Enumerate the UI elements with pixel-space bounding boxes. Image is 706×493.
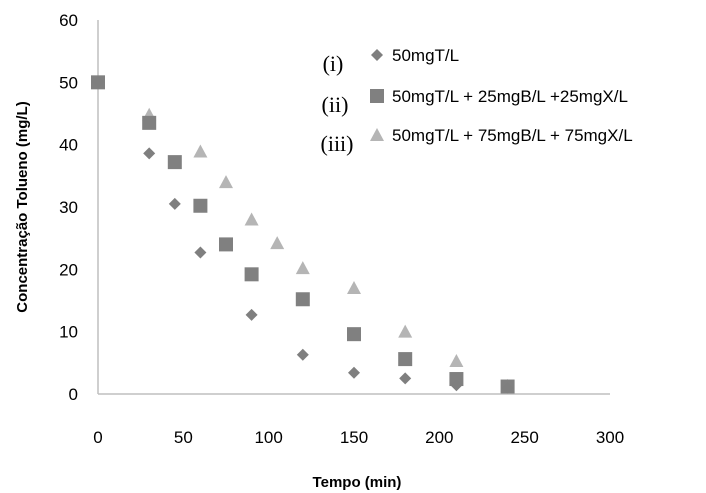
data-point-diamond — [450, 379, 463, 392]
y-tick-label: 0 — [69, 385, 78, 404]
data-point-triangle — [449, 353, 464, 367]
legend-label: 50mgT/L — [392, 46, 459, 65]
legend-label: 50mgT/L + 75mgB/L + 75mgX/L — [392, 126, 633, 145]
y-tick-label: 10 — [59, 323, 78, 342]
data-point-triangle — [244, 212, 259, 226]
data-point-square — [449, 372, 464, 387]
x-tick-label: 0 — [93, 428, 102, 447]
legend-roman-tag: (i) — [323, 51, 344, 76]
x-tick-label: 50 — [174, 428, 193, 447]
data-point-square — [244, 267, 259, 282]
y-axis-title: Concentração Tolueno (mg/L) — [14, 101, 31, 312]
y-tick-label: 30 — [59, 198, 78, 217]
y-tick-label: 60 — [59, 11, 78, 30]
legend-roman-tag: (ii) — [322, 92, 349, 117]
legend-marker-diamond — [371, 49, 383, 61]
legend-label: 50mgT/L + 25mgB/L +25mgX/L — [392, 87, 628, 106]
x-tick-label: 150 — [340, 428, 368, 447]
legend-item: (iii) 50mgT/L + 75mgB/L + 75mgX/L — [321, 126, 633, 156]
legend-item: (i) 50mgT/L — [323, 46, 459, 76]
series-square — [91, 75, 515, 394]
y-tick-label: 20 — [59, 260, 78, 279]
data-point-square — [219, 237, 233, 252]
data-point-diamond — [194, 246, 207, 259]
data-point-diamond — [245, 308, 258, 321]
data-series — [91, 75, 515, 394]
y-tick-label: 40 — [59, 136, 78, 155]
y-tick-label: 50 — [59, 73, 78, 92]
data-point-square — [398, 352, 413, 367]
x-tick-labels: 0 50 100 150 200 250 300 — [93, 428, 624, 447]
data-point-triangle — [398, 324, 413, 338]
data-point-diamond — [92, 76, 104, 89]
data-point-diamond — [501, 381, 514, 394]
x-tick-label: 250 — [510, 428, 538, 447]
data-point-triangle — [193, 144, 208, 158]
data-point-diamond — [399, 372, 412, 385]
data-point-square — [167, 155, 182, 170]
data-point-triangle — [270, 236, 285, 250]
data-point-diamond — [143, 147, 156, 160]
data-point-square — [295, 292, 310, 307]
plot-area: 0 10 20 30 40 50 60 0 50 100 150 200 250 300 — [59, 11, 624, 447]
data-point-triangle — [295, 261, 310, 275]
x-axis-title: Tempo (min) — [313, 474, 402, 491]
data-point-square — [193, 198, 208, 213]
x-tick-label: 300 — [596, 428, 624, 447]
data-point-diamond — [296, 348, 309, 361]
data-point-square — [347, 327, 361, 342]
y-tick-labels: 0 10 20 30 40 50 60 — [59, 11, 78, 404]
x-tick-label: 100 — [254, 428, 282, 447]
x-tick-label: 200 — [425, 428, 453, 447]
data-point-diamond — [348, 366, 360, 379]
series-diamond — [92, 76, 514, 394]
legend-roman-tag: (iii) — [321, 131, 354, 156]
data-point-diamond — [168, 197, 181, 210]
data-point-triangle — [347, 281, 361, 295]
legend-marker-square — [370, 89, 384, 103]
data-point-triangle — [219, 175, 233, 189]
legend-item: (ii) 50mgT/L + 25mgB/L +25mgX/L — [322, 87, 628, 117]
legend: (i) 50mgT/L (ii) 50mgT/L + 25mgB/L +25mgX/L… — [321, 46, 633, 156]
legend-marker-triangle — [370, 128, 384, 141]
data-point-square — [142, 115, 157, 130]
